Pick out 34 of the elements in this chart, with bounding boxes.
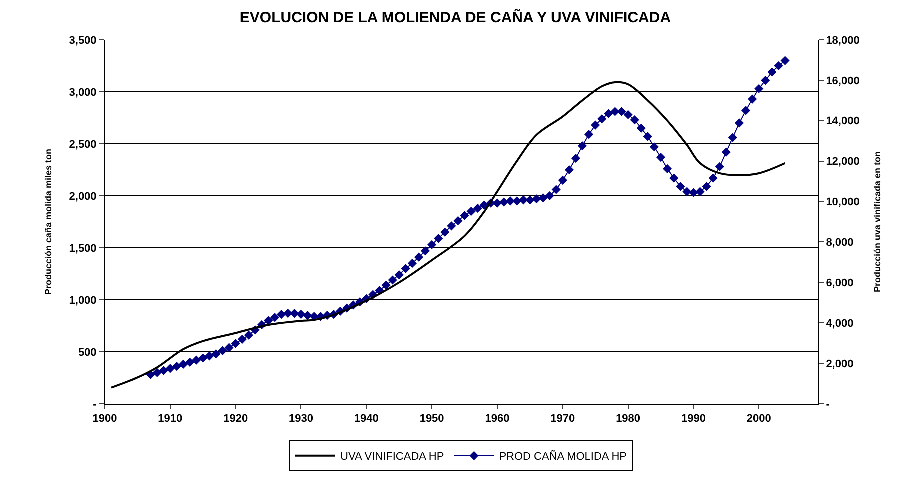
- x-tick-label: 1940: [354, 413, 379, 426]
- y2-tick-label: 10,000: [826, 196, 860, 209]
- y-tick-label: 2,000: [69, 190, 97, 203]
- y-tick-label: 500: [78, 346, 97, 359]
- y2-tick-label: 6,000: [826, 278, 854, 290]
- x-tick-label: 1950: [420, 413, 444, 426]
- x-tick-label: 1930: [289, 413, 314, 426]
- chart-title: EVOLUCION DE LA MOLIENDA DE CAÑA Y UVA VINIFICADA: [240, 8, 672, 27]
- y2-tick-label: 4,000: [826, 318, 854, 330]
- x-tick-label: 1910: [158, 413, 183, 426]
- x-tick-label: 1900: [92, 413, 118, 426]
- legend-label: UVA VINIFICADA HP: [340, 451, 444, 464]
- x-tick-label: 1970: [550, 413, 576, 426]
- y2-tick-label: -: [826, 398, 830, 411]
- y2-tick-label: 8,000: [826, 237, 854, 250]
- y-axis-title: Producción caña molida miles ton: [44, 148, 54, 296]
- x-tick-label: 1980: [616, 413, 641, 426]
- y2-tick-label: 16,000: [826, 75, 860, 88]
- y2-tick-label: 14,000: [826, 116, 860, 128]
- x-tick-label: 1960: [485, 413, 510, 426]
- y-tick-label: 1,500: [69, 242, 97, 255]
- y-tick-label: 1,000: [69, 294, 97, 307]
- y2-axis-title: Producción uva vinificada en ton: [872, 151, 883, 293]
- x-tick-label: 1990: [681, 413, 706, 426]
- x-tick-label: 1920: [224, 413, 248, 426]
- y-tick-label: -: [93, 398, 98, 411]
- y-tick-label: 2,500: [69, 138, 97, 151]
- y-tick-label: 3,000: [69, 86, 97, 99]
- legend-label: PROD CAÑA MOLIDA HP: [499, 450, 627, 464]
- x-tick-label: 2000: [746, 413, 772, 426]
- y2-tick-label: 18,000: [826, 34, 860, 47]
- y2-tick-label: 2,000: [826, 358, 854, 370]
- y-tick-label: 3,500: [69, 34, 97, 47]
- y2-tick-label: 12,000: [826, 156, 860, 168]
